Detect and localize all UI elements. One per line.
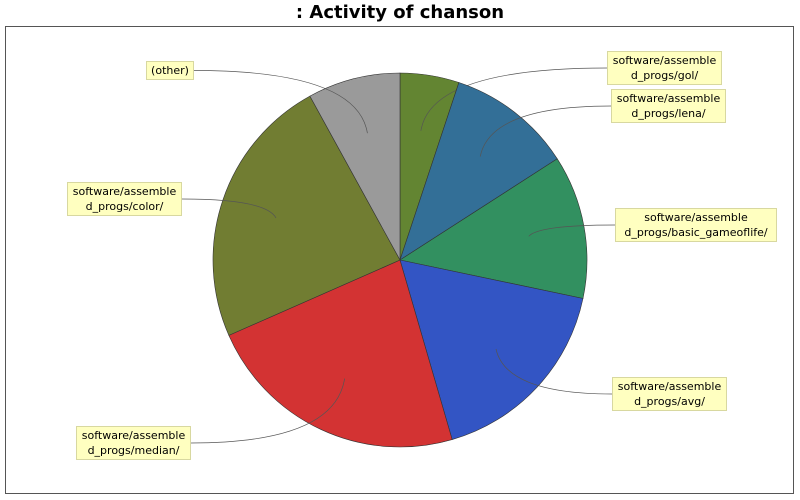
- pie-slice: [399, 259, 584, 440]
- leader-line: [479, 105, 612, 157]
- leader-line: [420, 67, 608, 131]
- slice-label: software/assemble d_progs/gol/: [607, 51, 722, 85]
- leader-line: [190, 378, 345, 444]
- leader-line: [193, 70, 368, 134]
- pie-slice: [399, 82, 558, 261]
- slice-label: software/assemble d_progs/median/: [76, 426, 191, 460]
- slice-label: software/assemble d_progs/avg/: [612, 377, 727, 411]
- pie-slice: [309, 72, 401, 261]
- leader-line: [528, 224, 616, 237]
- slice-label: software/assemble d_progs/basic_gameofli…: [615, 208, 777, 242]
- pie-slice: [228, 259, 453, 448]
- leader-line: [181, 198, 277, 219]
- slice-label: software/assemble d_progs/color/: [67, 182, 182, 216]
- pie-slice: [212, 95, 401, 336]
- pie-slice: [399, 158, 588, 299]
- slice-label: (other): [146, 61, 194, 80]
- slice-label: software/assemble d_progs/lena/: [611, 89, 726, 123]
- leader-line: [495, 348, 613, 395]
- chart-title: : Activity of chanson: [295, 2, 505, 23]
